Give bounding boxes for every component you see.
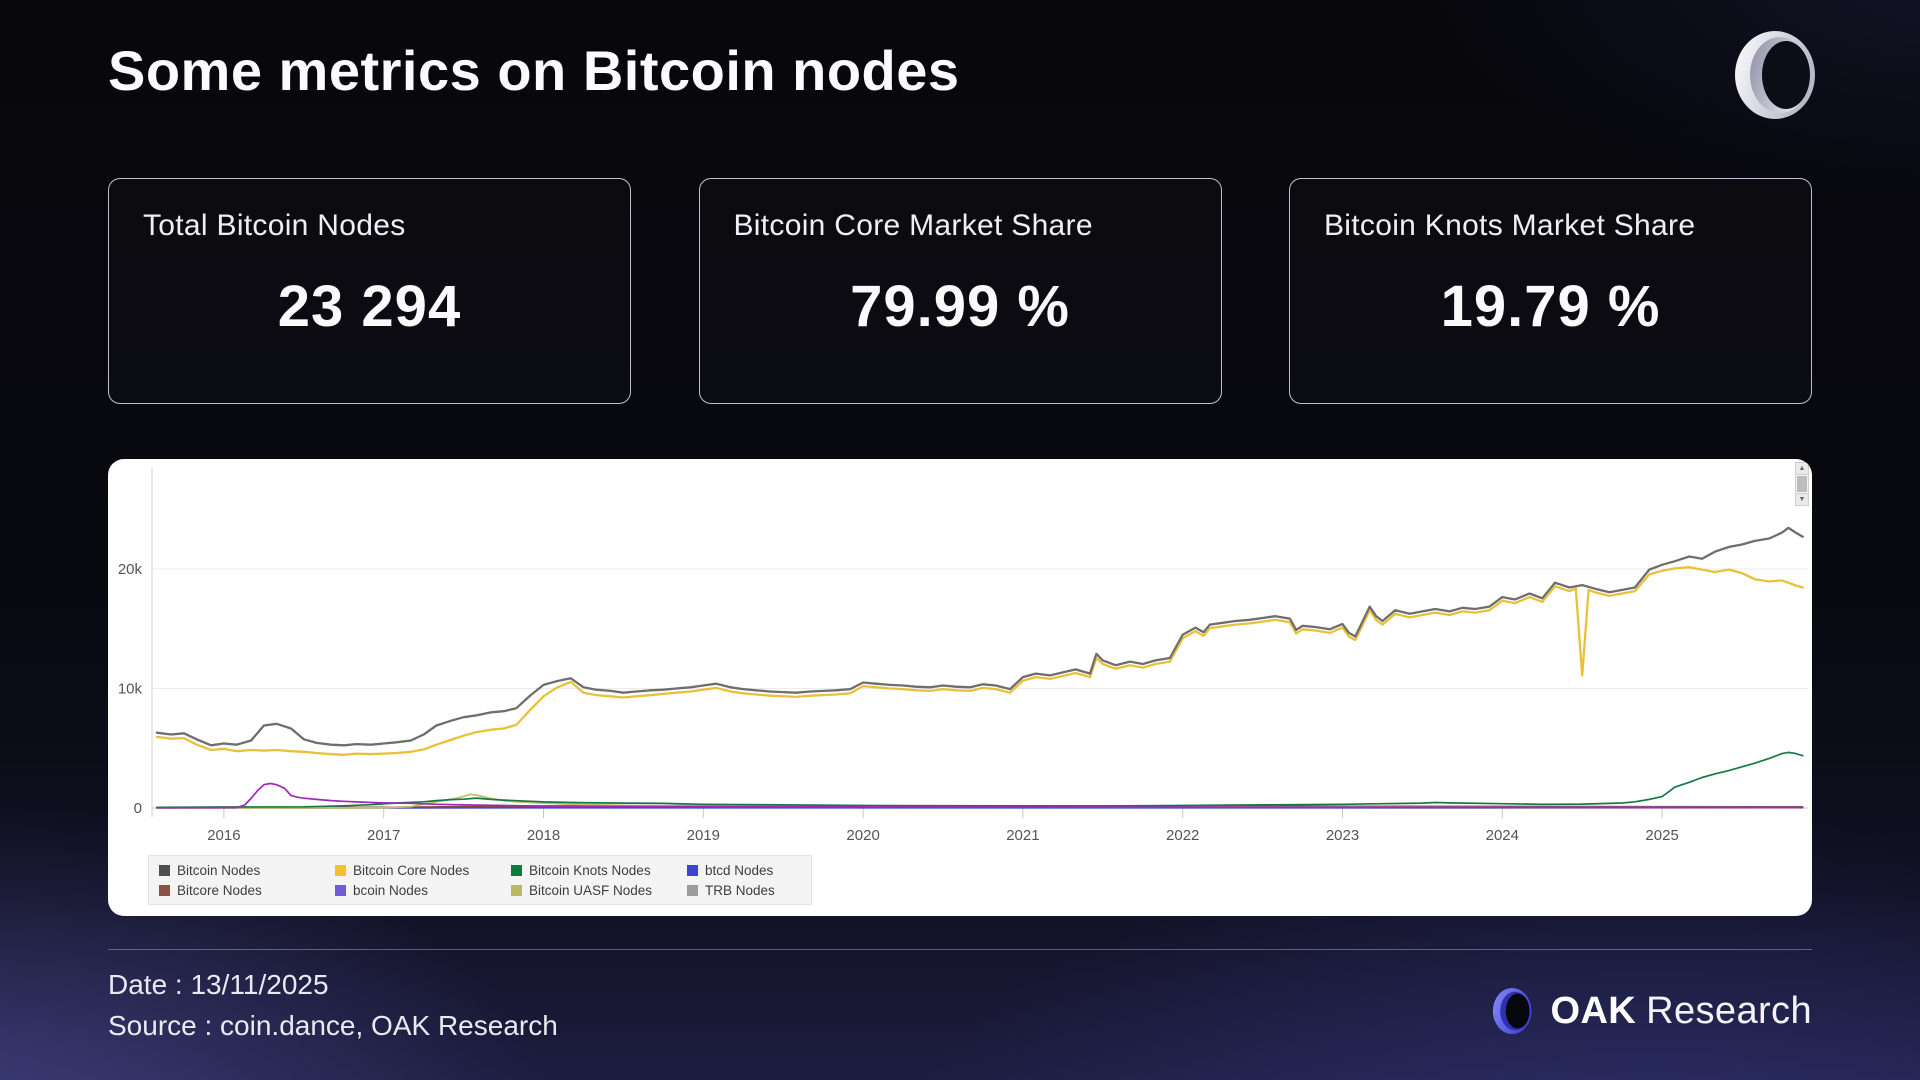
nodes-chart: 0 10k 20k 2016 2017 2018 2019 2020 2021 2022 2023 2… bbox=[118, 467, 1808, 844]
source-label: Source : coin.dance, OAK Research bbox=[108, 1010, 558, 1041]
legend-item-bitcore-nodes[interactable]: Bitcore Nodes bbox=[159, 880, 335, 900]
legend-item-bitcoin-core-nodes[interactable]: Bitcoin Core Nodes bbox=[335, 860, 511, 880]
legend-scrollbar[interactable]: ▲ ▼ bbox=[1795, 462, 1809, 506]
footer-divider bbox=[108, 949, 1812, 950]
legend-label: Bitcoin Nodes bbox=[177, 862, 261, 878]
stat-value: 79.99 % bbox=[850, 274, 1070, 339]
x-axis-label: 2023 bbox=[1326, 827, 1359, 844]
legend-label: Bitcoin Core Nodes bbox=[353, 862, 470, 878]
x-axis-label: 2025 bbox=[1645, 827, 1678, 844]
series-line-bcoin-nodes bbox=[155, 782, 1804, 809]
oak-ring-icon bbox=[1731, 28, 1825, 122]
legend-label: btcd Nodes bbox=[705, 862, 774, 878]
legend-item-bitcoin-uasf-nodes[interactable]: Bitcoin UASF Nodes bbox=[511, 880, 687, 900]
page-title: Some metrics on Bitcoin nodes bbox=[108, 39, 960, 102]
x-axis-label: 2022 bbox=[1166, 827, 1199, 844]
legend-swatch-icon bbox=[511, 884, 522, 896]
stat-value: 23 294 bbox=[277, 274, 462, 339]
legend-swatch-icon bbox=[687, 884, 698, 896]
x-axis-label: 2024 bbox=[1486, 827, 1519, 844]
brand-oak: OAK bbox=[1550, 989, 1637, 1032]
scrollbar-thumb[interactable] bbox=[1797, 476, 1807, 492]
legend-swatch-icon bbox=[511, 864, 522, 876]
legend-label: bcoin Nodes bbox=[353, 882, 429, 898]
stat-cards: Total Bitcoin Nodes 23 294 Bitcoin Core … bbox=[108, 178, 1812, 404]
legend-label: Bitcore Nodes bbox=[177, 882, 262, 898]
chart-legend: Bitcoin Nodes Bitcore Nodes Bitcoin Core N… bbox=[148, 855, 812, 905]
y-axis-label: 10k bbox=[118, 681, 143, 698]
legend-swatch-icon bbox=[159, 884, 170, 896]
series-line-bitcoin-nodes bbox=[155, 526, 1804, 747]
brand-research: Research bbox=[1646, 989, 1812, 1032]
series-line-bitcoin-knots-nodes bbox=[155, 751, 1804, 809]
stat-label: Total Bitcoin Nodes bbox=[143, 209, 406, 242]
x-axis-label: 2019 bbox=[687, 827, 720, 844]
date-label: Date : 13/11/2025 bbox=[108, 969, 329, 1000]
nodes-chart-panel: 0 10k 20k 2016 2017 2018 2019 2020 2021 2022 2023 2… bbox=[108, 459, 1812, 916]
scroll-down-icon[interactable]: ▼ bbox=[1796, 493, 1808, 505]
x-axis-label: 2021 bbox=[1006, 827, 1039, 844]
y-axis-label: 20k bbox=[118, 561, 143, 578]
x-axis-label: 2018 bbox=[527, 827, 560, 844]
legend-swatch-icon bbox=[335, 864, 346, 876]
legend-item-btcd-nodes[interactable]: btcd Nodes bbox=[687, 860, 811, 880]
legend-item-bitcoin-nodes[interactable]: Bitcoin Nodes bbox=[159, 860, 335, 880]
stat-card-knots-share: Bitcoin Knots Market Share 19.79 % bbox=[1289, 178, 1812, 404]
brand-text: OAK Research bbox=[1551, 990, 1813, 1033]
stat-label: Bitcoin Core Market Share bbox=[733, 209, 1093, 242]
stat-label: Bitcoin Knots Market Share bbox=[1324, 209, 1696, 242]
legend-swatch-icon bbox=[687, 864, 698, 876]
oak-research-logo: OAK Research bbox=[1491, 986, 1813, 1036]
oak-ring-logo-icon bbox=[1491, 986, 1537, 1036]
legend-swatch-icon bbox=[335, 884, 346, 896]
legend-swatch-icon bbox=[159, 864, 170, 876]
stat-card-total-nodes: Total Bitcoin Nodes 23 294 bbox=[108, 178, 631, 404]
legend-item-bcoin-nodes[interactable]: bcoin Nodes bbox=[335, 880, 511, 900]
legend-item-bitcoin-knots-nodes[interactable]: Bitcoin Knots Nodes bbox=[511, 860, 687, 880]
series-line-bitcoin-core-nodes bbox=[155, 566, 1804, 756]
x-axis-label: 2017 bbox=[367, 827, 400, 844]
x-axis-label: 2020 bbox=[846, 827, 879, 844]
legend-item-trb-nodes[interactable]: TRB Nodes bbox=[687, 880, 811, 900]
legend-label: Bitcoin UASF Nodes bbox=[529, 882, 653, 898]
footer-meta: Date : 13/11/2025 Source : coin.dance, O… bbox=[108, 964, 558, 1046]
legend-label: TRB Nodes bbox=[705, 882, 775, 898]
scroll-up-icon[interactable]: ▲ bbox=[1796, 463, 1808, 475]
stat-card-core-share: Bitcoin Core Market Share 79.99 % bbox=[698, 178, 1222, 404]
x-axis-label: 2016 bbox=[207, 827, 240, 844]
y-axis-label: 0 bbox=[134, 800, 142, 817]
legend-label: Bitcoin Knots Nodes bbox=[529, 862, 651, 878]
stat-value: 19.79 % bbox=[1440, 274, 1661, 339]
